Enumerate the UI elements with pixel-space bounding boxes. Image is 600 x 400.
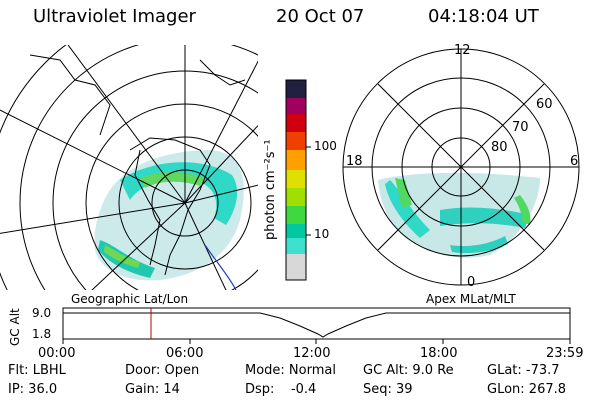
mlat-label-70: 70: [512, 120, 529, 135]
altitude-xtick-0000: 00:00: [38, 346, 76, 361]
colorbar-tick-100: 100: [314, 139, 337, 153]
gc-alt-info: GC Alt: 9.0 Re: [363, 363, 454, 378]
aurora-image-left: [94, 150, 244, 281]
mlt-label-12: 12: [454, 43, 471, 58]
seq-info: Seq: 39: [363, 382, 413, 397]
left-map-title: Geographic Lat/Lon: [71, 292, 189, 306]
date-label: 20 Oct 07: [276, 6, 365, 27]
colorbar: [285, 79, 311, 281]
altitude-ytick-9: 9.0: [32, 306, 52, 320]
altitude-xtick-1200: 12:00: [293, 346, 331, 361]
dsp-info: Dsp: -0.4: [245, 382, 317, 397]
altitude-xtick-0600: 06:00: [166, 346, 204, 361]
mode-info: Mode: Normal: [245, 363, 336, 378]
gain-info: Gain: 14: [125, 382, 180, 397]
time-label: 04:18:04 UT: [428, 6, 539, 27]
ip-info: IP: 36.0: [8, 382, 58, 397]
altitude-xtick-2359: 23:59: [546, 346, 584, 361]
mlat-label-60: 60: [536, 97, 553, 112]
altitude-plot: [62, 307, 571, 344]
colorbar-unit-label: photon cm⁻²s⁻¹: [263, 139, 278, 240]
geographic-map: [0, 45, 258, 290]
glat-info: GLat: -73.7: [487, 363, 560, 378]
mlt-label-6: 6: [570, 154, 579, 169]
filter-info: Flt: LBHL: [8, 363, 66, 378]
mlt-label-0: 0: [467, 275, 476, 290]
mlt-label-18: 18: [346, 154, 363, 169]
mlat-label-80: 80: [491, 140, 508, 155]
altitude-xtick-1800: 18:00: [420, 346, 458, 361]
glon-info: GLon: 267.8: [487, 382, 567, 397]
instrument-title: Ultraviolet Imager: [33, 6, 196, 27]
right-map-title: Apex MLat/MLT: [426, 292, 516, 306]
magnetic-map: [342, 48, 580, 286]
altitude-ytick-1-8: 1.8: [32, 327, 52, 341]
colorbar-tick-10: 10: [314, 227, 330, 241]
altitude-ylabel: GC Alt: [8, 308, 22, 346]
door-info: Door: Open: [125, 363, 200, 378]
